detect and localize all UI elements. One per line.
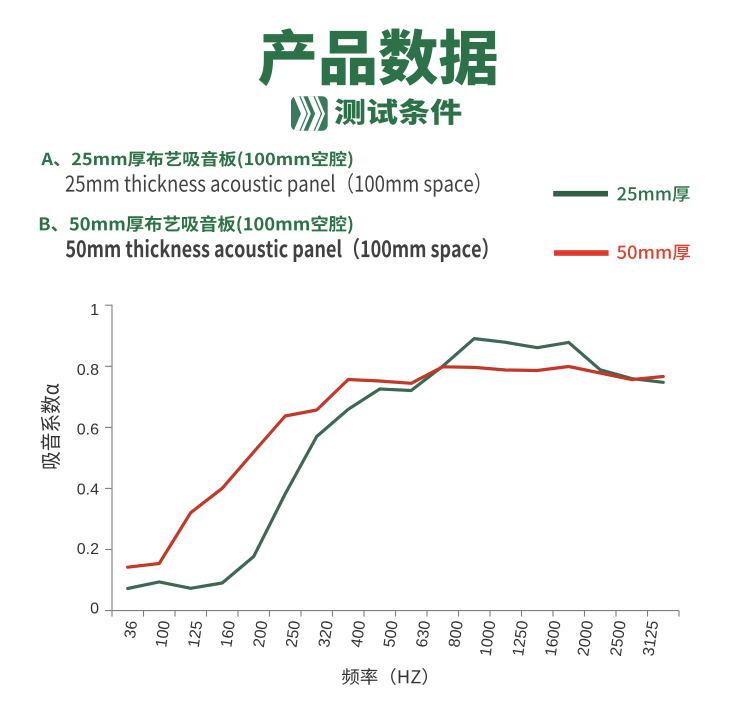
svg-text:250: 250 (284, 620, 305, 649)
svg-text:800: 800 (446, 620, 467, 649)
svg-text:630: 630 (414, 620, 435, 649)
svg-text:36: 36 (122, 620, 141, 640)
svg-text:0.8: 0.8 (77, 362, 99, 379)
svg-text:0: 0 (90, 601, 99, 618)
svg-text:2000: 2000 (575, 620, 597, 658)
svg-text:500: 500 (381, 620, 402, 649)
svg-text:1600: 1600 (543, 620, 565, 658)
svg-text:2500: 2500 (608, 620, 630, 658)
svg-text:0.6: 0.6 (77, 422, 99, 439)
svg-text:125: 125 (186, 620, 207, 649)
svg-text:1000: 1000 (478, 620, 500, 658)
svg-text:100: 100 (153, 620, 174, 649)
svg-text:320: 320 (316, 620, 337, 649)
svg-text:3125: 3125 (640, 620, 662, 658)
svg-text:1250: 1250 (510, 620, 532, 658)
svg-text:200: 200 (251, 620, 272, 649)
svg-text:0.4: 0.4 (77, 481, 99, 498)
svg-text:0.2: 0.2 (77, 541, 99, 558)
svg-text:400: 400 (349, 620, 370, 649)
svg-text:160: 160 (218, 620, 239, 649)
svg-text:1: 1 (90, 302, 99, 319)
